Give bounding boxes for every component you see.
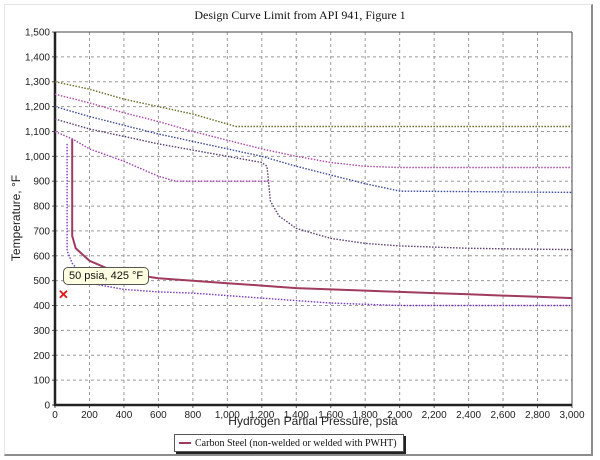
x-axis-title: Hydrogen Partial Pressure, psia: [228, 414, 398, 428]
x-tick-label: 1,600: [318, 410, 343, 421]
series-line-4: [54, 118, 573, 251]
y-tick-label: 700: [33, 226, 50, 237]
y-tick-label: 300: [33, 326, 50, 337]
y-tick-label: 1,000: [25, 152, 50, 163]
series-line-5: [54, 130, 271, 182]
series-line-1: [54, 81, 572, 128]
legend-swatch-icon: [179, 442, 191, 444]
x-tick-label: 200: [81, 410, 98, 421]
axes: [52, 31, 573, 408]
series-line-0: [71, 138, 573, 300]
x-tick-label: 2,600: [491, 410, 516, 421]
y-tick-label: 800: [33, 202, 50, 213]
gridlines: [55, 32, 572, 405]
x-tick-label: 2,400: [456, 410, 481, 421]
x-tick-label: 1,000: [215, 410, 240, 421]
chart-title: Design Curve Limit from API 941, Figure …: [194, 8, 406, 22]
data-point-marker[interactable]: ✕: [58, 287, 69, 302]
y-tick-label: 200: [33, 351, 50, 362]
y-tick-label: 1,200: [25, 102, 50, 113]
y-tick-label: 400: [33, 301, 50, 312]
y-tick-label: 0: [44, 401, 50, 412]
chart-frame: [4, 4, 593, 456]
x-tick-label: 2,000: [387, 410, 412, 421]
x-tick-label: 1,400: [284, 410, 309, 421]
x-tick-label: 400: [116, 410, 133, 421]
y-tick-label: 1,300: [25, 77, 50, 88]
x-tick-label: 0: [52, 410, 58, 421]
y-tick-label: 1,400: [25, 52, 50, 63]
y-axis-title: Temperature, °F: [9, 175, 23, 261]
series-line-6: [66, 143, 572, 307]
legend-label: Carbon Steel (non-welded or welded with …: [195, 437, 397, 449]
series-line-3: [54, 105, 573, 194]
y-tick-label: 600: [33, 251, 50, 262]
y-tick-label: 500: [33, 276, 50, 287]
data-point-tooltip: 50 psia, 425 °F: [63, 267, 150, 285]
x-tick-label: 1,200: [249, 410, 274, 421]
y-tick-label: 900: [33, 177, 50, 188]
tick-labels: 0 200 400 600 800 1,000 1,200 1,400 1,600 1,800 2,…: [25, 28, 585, 422]
x-tick-label: 600: [150, 410, 167, 421]
x-tick-label: 1,800: [353, 410, 378, 421]
x-tick-label: 800: [185, 410, 202, 421]
chart-legend: Carbon Steel (non-welded or welded with …: [174, 434, 404, 452]
x-tick-label: 2,800: [525, 410, 550, 421]
x-tick-label: 3,000: [559, 410, 584, 421]
y-tick-label: 1,100: [25, 127, 50, 138]
series-line-2: [54, 93, 572, 169]
x-tick-label: 2,200: [422, 410, 447, 421]
y-tick-label: 1,500: [25, 28, 50, 39]
series-lines: [54, 81, 573, 307]
y-tick-label: 100: [33, 376, 50, 387]
